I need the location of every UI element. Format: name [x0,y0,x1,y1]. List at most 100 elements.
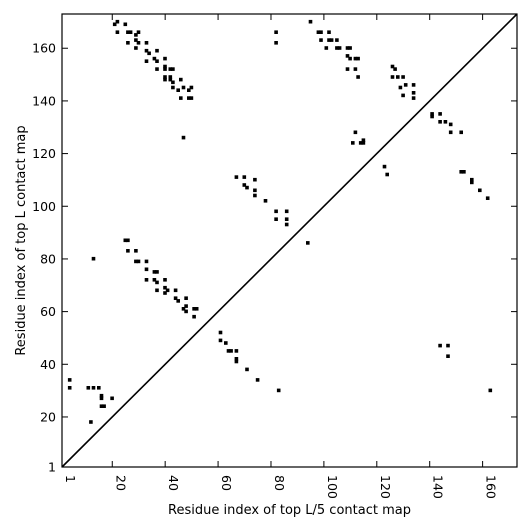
contact-point-upper [448,130,453,135]
contact-point-upper [163,77,167,82]
x-axis-ticks: 1 20 40 60 80 100 120 140 160 [61,14,499,499]
contact-point-lower [173,288,178,293]
x-tick-label: 160 [484,475,499,499]
contact-point-upper [398,85,403,90]
contact-point-upper [319,30,323,34]
contact-point-upper [353,67,358,71]
contact-point-upper [390,64,395,69]
contact-point-upper [345,54,350,58]
y-tick-label: 100 [32,199,56,214]
x-tick-label: 1 [63,475,78,483]
contact-point-upper [382,164,387,169]
contact-point-upper [253,177,257,182]
contact-point-upper [163,64,167,69]
contact-point-lower [110,396,114,401]
contact-point-upper [284,209,289,214]
diagonal-line [61,13,518,468]
contact-point-lower [102,404,106,408]
contact-point-upper [242,183,247,187]
contact-point-lower [184,296,188,300]
contact-point-upper [470,177,474,182]
contact-point-lower [155,270,159,274]
contact-point-upper [361,141,366,145]
contact-point-lower [184,304,188,308]
contact-point-upper [401,75,405,79]
x-tick-label: 40 [166,475,181,491]
contact-point-upper [187,88,191,92]
contact-point-upper [308,19,313,24]
contact-point-upper [134,33,138,37]
contact-point-upper [181,135,186,140]
contact-point-lower [218,338,223,343]
contact-point-upper [430,114,434,119]
contact-point-upper [351,141,355,145]
contact-point-upper [348,46,352,50]
contact-point-lower [163,278,167,282]
contact-point-upper [168,67,173,71]
contact-point-upper [144,48,149,53]
contact-point-lower [192,314,196,319]
contact-point-lower [245,367,249,372]
contact-point-lower [99,404,104,408]
contact-point-lower [192,307,196,311]
contact-point-upper [134,38,138,42]
y-tick-label: 140 [32,93,56,108]
contact-point-upper [189,85,194,90]
y-tick-label: 80 [40,251,56,266]
contact-point-upper [327,38,331,42]
contact-point-upper [358,141,363,145]
contact-point-upper [411,83,416,87]
x-tick-label: 100 [325,475,340,499]
x-tick-label: 120 [378,475,393,499]
contact-point-lower [194,307,199,311]
contact-point-upper [144,59,149,63]
contact-point-upper [438,120,442,124]
contact-point-upper [356,75,360,79]
contact-point-upper [126,41,130,45]
contact-point-lower [438,343,442,348]
contact-point-upper [335,46,339,50]
contact-point-upper [335,38,339,42]
contact-point-lower [446,354,450,358]
contact-point-upper [181,85,186,90]
y-tick-label: 60 [40,304,56,319]
contact-point-lower [163,285,167,290]
contact-point-lower [163,291,167,295]
contact-point-upper [171,85,175,90]
contact-point-lower [134,249,138,253]
contact-point-upper [443,120,448,124]
contact-point-upper [253,188,257,193]
contact-point-upper [348,56,352,61]
x-tick-label: 140 [431,475,446,499]
contact-point-lower [126,249,130,253]
contact-point-lower [136,259,141,264]
contact-point-lower [126,238,130,243]
y-tick-label: 160 [32,41,56,56]
contact-point-lower [224,341,228,345]
contact-point-upper [356,56,360,61]
contact-point-upper [115,30,120,34]
contact-point-upper [329,38,334,42]
plot-frame [61,13,518,468]
contact-point-lower [86,386,91,390]
contact-point-upper [485,196,490,200]
contact-point-upper [176,88,180,92]
contact-point-upper [152,56,157,61]
y-tick-label: 40 [40,357,56,372]
contact-point-upper [462,170,466,174]
contact-point-upper [253,193,257,198]
contact-point-upper [324,46,329,50]
contact-point-upper [319,38,323,42]
contact-point-upper [353,130,358,135]
contact-point-upper [274,30,278,34]
contact-point-upper [438,112,442,116]
contact-point-lower [184,309,188,314]
contact-point-lower [234,349,239,353]
contact-point-upper [459,170,463,174]
contact-point-upper [123,22,128,27]
x-tick-label: 20 [113,475,128,491]
contact-point-upper [353,56,358,61]
contact-point-upper [263,199,268,203]
contact-point-upper [179,96,183,100]
